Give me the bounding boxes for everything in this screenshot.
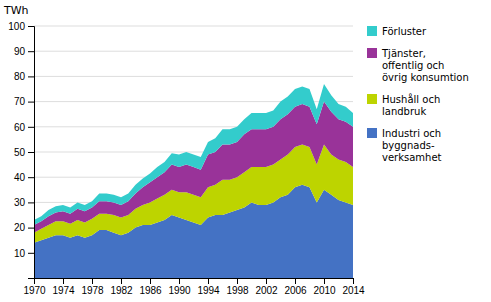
legend-label-line: Förluster — [382, 26, 427, 37]
x-tick: 1982 — [110, 278, 133, 296]
y-tick-label: 100 — [8, 21, 25, 32]
x-tick-mark — [295, 278, 296, 284]
legend-label-line: Hushåll och — [382, 93, 440, 105]
grid-line — [34, 26, 353, 27]
y-tick-mark — [28, 228, 34, 229]
legend-label: Industri ochbyggnads-verksamhet — [382, 128, 442, 163]
x-tick-label: 1990 — [168, 285, 191, 296]
x-tick-label: 2002 — [255, 285, 278, 296]
x-tick-mark — [121, 278, 122, 284]
legend-label-line: offentlig och — [382, 60, 444, 71]
y-tick-label: 40 — [14, 172, 26, 183]
legend-item: Hushåll ochlandbruk — [367, 93, 440, 117]
x-tick-mark — [324, 278, 325, 284]
legend-label-line: Tjänster, — [381, 48, 426, 59]
plot: 1970 1974 1978 1982 1986 1990 1994 1998 2002 2006… — [8, 21, 365, 296]
x-tick-mark — [237, 278, 238, 284]
grid-line — [34, 51, 353, 52]
y-tick-mark — [28, 177, 34, 178]
y-tick-mark — [28, 152, 34, 153]
x-tick-mark — [63, 278, 64, 284]
x-tick-label: 1978 — [81, 285, 104, 296]
legend-label-line: landbruk — [382, 106, 426, 117]
y-tick-mark — [28, 76, 34, 77]
legend-label: Hushåll ochlandbruk — [382, 93, 440, 117]
x-tick: 2006 — [284, 278, 307, 296]
grid-line — [34, 76, 353, 77]
area — [34, 84, 353, 225]
y-tick-mark — [28, 51, 34, 52]
x-tick-label: 1998 — [226, 285, 249, 296]
y-tick-label: 90 — [14, 46, 26, 57]
y-tick: 60 — [14, 122, 34, 133]
legend-swatch — [367, 94, 377, 104]
x-tick: 2014 — [342, 278, 365, 296]
y-tick: 50 — [14, 147, 34, 158]
legend-label-line: Industri och — [382, 128, 441, 139]
y-tick-label: 60 — [14, 122, 26, 133]
y-axis-title: TWh — [3, 4, 29, 17]
legend: Förluster Tjänster,offentlig ochövrig kon… — [367, 26, 469, 163]
x-tick: 1990 — [168, 278, 191, 296]
x-tick-mark — [208, 278, 209, 284]
y-tick: 40 — [14, 172, 34, 183]
areas — [34, 84, 353, 278]
x-tick: 1974 — [52, 278, 75, 296]
y-tick-label: 10 — [14, 248, 26, 259]
y-tick: 10 — [14, 248, 34, 259]
x-tick-label: 1986 — [139, 285, 162, 296]
x-tick-mark — [266, 278, 267, 284]
legend-label: Tjänster,offentlig ochövrig konsumtion — [381, 48, 469, 83]
legend-label-line: verksamhet — [382, 152, 442, 163]
x-tick-label: 1974 — [52, 285, 75, 296]
legend-item: Tjänster,offentlig ochövrig konsumtion — [367, 48, 469, 83]
chart: 1970 1974 1978 1982 1986 1990 1994 1998 2002 2006… — [0, 0, 491, 302]
y-tick-mark — [28, 127, 34, 128]
x-tick: 1970 — [23, 278, 46, 296]
y-tick: 80 — [14, 71, 34, 82]
x-tick-label: 2010 — [313, 285, 336, 296]
y-tick-label: 80 — [14, 71, 26, 82]
y-axis: 10 20 30 40 50 60 70 80 90 100 — [8, 21, 34, 279]
x-axis-line — [35, 279, 354, 285]
y-tick-mark — [28, 202, 34, 203]
x-tick: 1978 — [81, 278, 104, 296]
y-tick: 70 — [14, 96, 34, 107]
x-axis: 1970 1974 1978 1982 1986 1990 1994 1998 2002 2006… — [23, 278, 365, 296]
legend-item: Industri ochbyggnads-verksamhet — [367, 128, 442, 163]
legend-label-line: övrig konsumtion — [382, 72, 469, 83]
x-tick-label: 1994 — [197, 285, 220, 296]
x-tick: 2002 — [255, 278, 278, 296]
x-tick-mark — [353, 278, 354, 284]
y-tick-label: 50 — [14, 147, 26, 158]
legend-label-line: byggnads- — [382, 140, 435, 151]
legend-swatch — [367, 26, 377, 36]
y-tick-mark — [28, 253, 34, 254]
y-tick-label: 70 — [14, 96, 26, 107]
x-tick-mark — [150, 278, 151, 284]
y-tick: 20 — [14, 222, 34, 233]
x-tick-label: 1982 — [110, 285, 133, 296]
y-tick-label: 20 — [14, 222, 26, 233]
legend-label: Förluster — [382, 26, 427, 37]
y-tick-mark — [28, 26, 34, 27]
x-tick-mark — [179, 278, 180, 284]
legend-item: Förluster — [367, 26, 427, 37]
y-tick: 30 — [14, 197, 34, 208]
x-tick: 1994 — [197, 278, 220, 296]
legend-swatch — [367, 48, 377, 58]
x-tick-label: 2006 — [284, 285, 307, 296]
legend-swatch — [367, 128, 377, 138]
x-tick-label: 2014 — [342, 285, 365, 296]
y-axis-line — [28, 27, 35, 279]
x-tick-mark — [92, 278, 93, 284]
x-tick: 1986 — [139, 278, 162, 296]
y-tick: 90 — [14, 46, 34, 57]
y-tick-label: 30 — [14, 197, 26, 208]
x-tick-label: 1970 — [23, 285, 46, 296]
x-tick: 1998 — [226, 278, 249, 296]
y-tick: 100 — [8, 21, 34, 32]
x-tick: 2010 — [313, 278, 336, 296]
y-tick-mark — [28, 102, 34, 103]
